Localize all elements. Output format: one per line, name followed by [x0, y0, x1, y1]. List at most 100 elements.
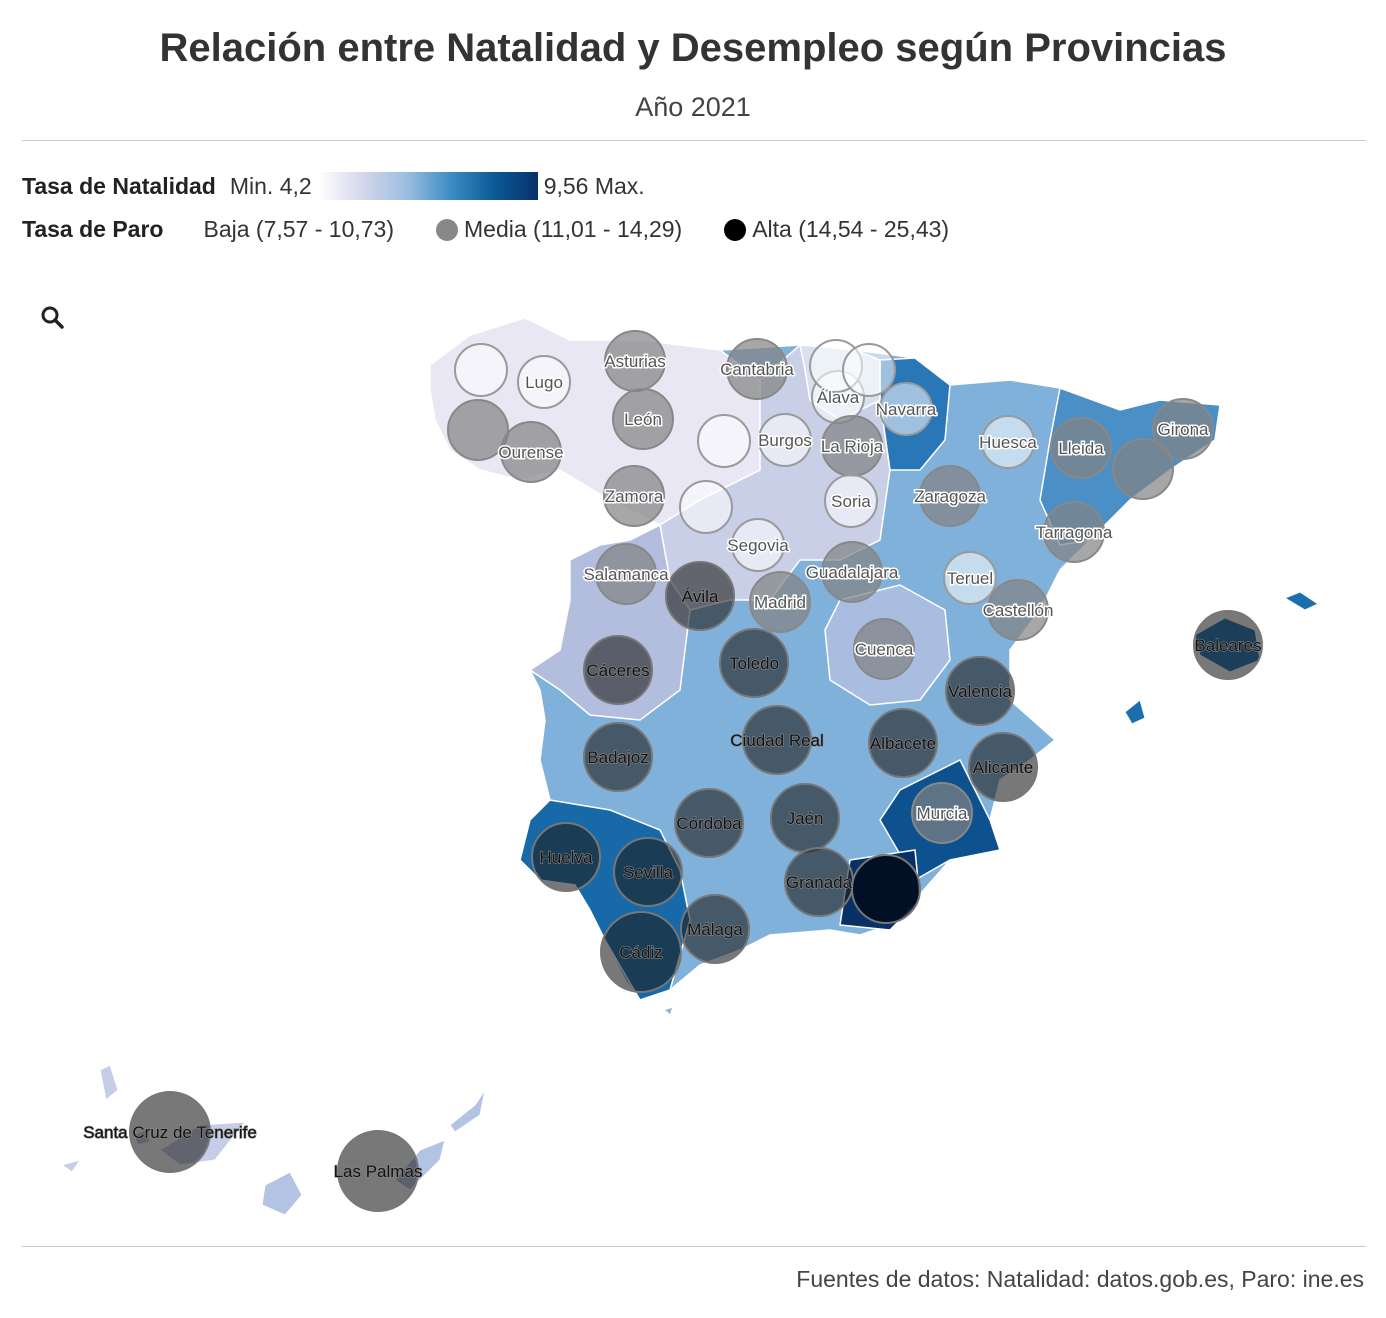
- island-lanzarote: [449, 1089, 486, 1133]
- province-label: Murcia: [916, 804, 968, 823]
- paro-bubble-burgos[interactable]: [758, 413, 812, 467]
- paro-bubble-salamanca[interactable]: [595, 543, 657, 605]
- paro-bubble-madrid[interactable]: [749, 571, 811, 633]
- island-ceuta: [665, 1008, 672, 1014]
- island-ibiza: [1124, 699, 1146, 725]
- page-subtitle: Año 2021: [635, 92, 751, 122]
- paro-bubble-córdoba[interactable]: [674, 788, 744, 858]
- province-label: Ciudad Real: [730, 731, 824, 750]
- paro-bubble-albacete[interactable]: [868, 708, 938, 778]
- island-la-palma: [99, 1064, 119, 1101]
- province-label: Málaga: [687, 920, 743, 939]
- paro-bubble-huesca[interactable]: [981, 415, 1035, 469]
- paro-bubble-lleida[interactable]: [1050, 417, 1112, 479]
- province-label: Huelva: [540, 848, 593, 867]
- province-label: Girona: [1157, 420, 1209, 439]
- paro-bubble-province-13[interactable]: [842, 343, 896, 397]
- paro-level-media: Media (11,01 - 14,29): [436, 216, 682, 243]
- province-label: Cáceres: [586, 661, 649, 680]
- paro-bubble-las-palmas[interactable]: [337, 1130, 419, 1212]
- province-label: Badajoz: [587, 748, 648, 767]
- province-label: Albacete: [870, 734, 936, 753]
- paro-bubble-navarra[interactable]: [879, 382, 933, 436]
- province-label: Zaragoza: [914, 487, 986, 506]
- natalidad-max-label: 9,56 Max.: [543, 172, 645, 199]
- paro-bubble-province-10[interactable]: [697, 414, 751, 468]
- paro-bubble-huelva[interactable]: [531, 822, 601, 892]
- paro-bubble-ourense[interactable]: [500, 421, 562, 483]
- paro-bubble-baleares[interactable]: [1193, 610, 1263, 680]
- paro-bubble-cantabria[interactable]: [726, 338, 788, 400]
- province-label: Segovia: [727, 536, 789, 555]
- paro-bubble-santa-cruz-de-tenerife[interactable]: [129, 1091, 211, 1173]
- paro-bubble-toledo[interactable]: [719, 628, 789, 698]
- province-label: Salamanca: [583, 565, 669, 584]
- natalidad-legend-title: Tasa de Natalidad: [22, 172, 216, 199]
- top-divider: [22, 140, 1366, 141]
- paro-bubble-castellón[interactable]: [987, 579, 1049, 641]
- bottom-divider: [22, 1246, 1366, 1247]
- paro-bubble-león[interactable]: [612, 388, 674, 450]
- paro-bubble-ávila[interactable]: [665, 561, 735, 631]
- province-label: Asturias: [604, 352, 665, 371]
- paro-bubble-cuenca[interactable]: [853, 618, 915, 680]
- paro-bubble-lugo[interactable]: [517, 355, 571, 409]
- paro-bubble-guadalajara[interactable]: [821, 541, 883, 603]
- paro-media-dot: [436, 218, 458, 241]
- province-label: Cuenca: [855, 640, 914, 659]
- province-label: Madrid: [754, 593, 806, 612]
- province-label: Jaén: [787, 809, 824, 828]
- paro-bubble-málaga[interactable]: [680, 894, 750, 964]
- province-label: Castellón: [983, 601, 1054, 620]
- province-label: Burgos: [758, 431, 812, 450]
- paro-bubble-ciudad-real[interactable]: [742, 705, 812, 775]
- paro-bubble-soria[interactable]: [824, 474, 878, 528]
- paro-bubble-badajoz[interactable]: [583, 722, 653, 792]
- search-icon[interactable]: [38, 302, 68, 332]
- province-label: Cantabria: [720, 360, 794, 379]
- paro-bubble-cáceres[interactable]: [583, 635, 653, 705]
- paro-bubble-zamora[interactable]: [603, 465, 665, 527]
- province-label: Lleida: [1058, 439, 1104, 458]
- province-label: Córdoba: [676, 814, 742, 833]
- paro-legend-title: Tasa de Paro: [22, 216, 164, 242]
- paro-bubble-province-8[interactable]: [679, 480, 733, 534]
- data-sources: Fuentes de datos: Natalidad: datos.gob.e…: [796, 1266, 1364, 1292]
- paro-bubbles-layer: [129, 330, 1263, 1212]
- paro-level-media-label: Media (11,01 - 14,29): [464, 216, 683, 242]
- paro-bubble-zaragoza[interactable]: [919, 465, 981, 527]
- paro-bubble-girona[interactable]: [1152, 398, 1214, 460]
- paro-level-alta-label: Alta (14,54 - 25,43): [752, 216, 950, 242]
- province-label: Ourense: [498, 443, 563, 462]
- province-label: Álava: [817, 388, 860, 407]
- paro-bubble-segovia[interactable]: [731, 518, 785, 572]
- paro-bubble-alicante[interactable]: [968, 732, 1038, 802]
- province-label: Zamora: [605, 487, 664, 506]
- province-label: Cádiz: [619, 943, 662, 962]
- province-label: Sevilla: [623, 863, 674, 882]
- island-menorca: [1283, 591, 1320, 611]
- paro-bubble-sevilla[interactable]: [613, 837, 683, 907]
- paro-level-baja-label: Baja (7,57 - 10,73): [203, 216, 394, 242]
- province-label: Ávila: [682, 587, 719, 606]
- province-label: Huesca: [979, 433, 1037, 452]
- province-label: Tarragona: [1036, 523, 1113, 542]
- natalidad-color-scale: [317, 172, 538, 200]
- province-label: Toledo: [729, 654, 779, 673]
- paro-bubble-cádiz[interactable]: [600, 911, 682, 993]
- province-label: Granada: [786, 873, 853, 892]
- paro-bubble-province-0[interactable]: [447, 399, 509, 461]
- paro-bubble-province-20[interactable]: [1112, 438, 1174, 500]
- province-labels-layer: Lugo Ourense Asturias León Cantabria Zamora Bu…: [83, 351, 1263, 1182]
- paro-bubble-valencia[interactable]: [945, 656, 1015, 726]
- paro-bubble-province-1[interactable]: [454, 343, 508, 397]
- province-label: Soria: [831, 492, 871, 511]
- paro-bubble-tarragona[interactable]: [1043, 501, 1105, 563]
- paro-bubble-province-45[interactable]: [851, 854, 921, 924]
- province-label: Santa Cruz de Tenerife: [83, 1123, 257, 1142]
- paro-bubble-teruel[interactable]: [943, 551, 997, 605]
- paro-bubble-murcia[interactable]: [911, 782, 973, 844]
- province-label: Teruel: [947, 569, 993, 588]
- paro-legend: Tasa de Paro Baja (7,57 - 10,73) Media (…: [22, 216, 949, 243]
